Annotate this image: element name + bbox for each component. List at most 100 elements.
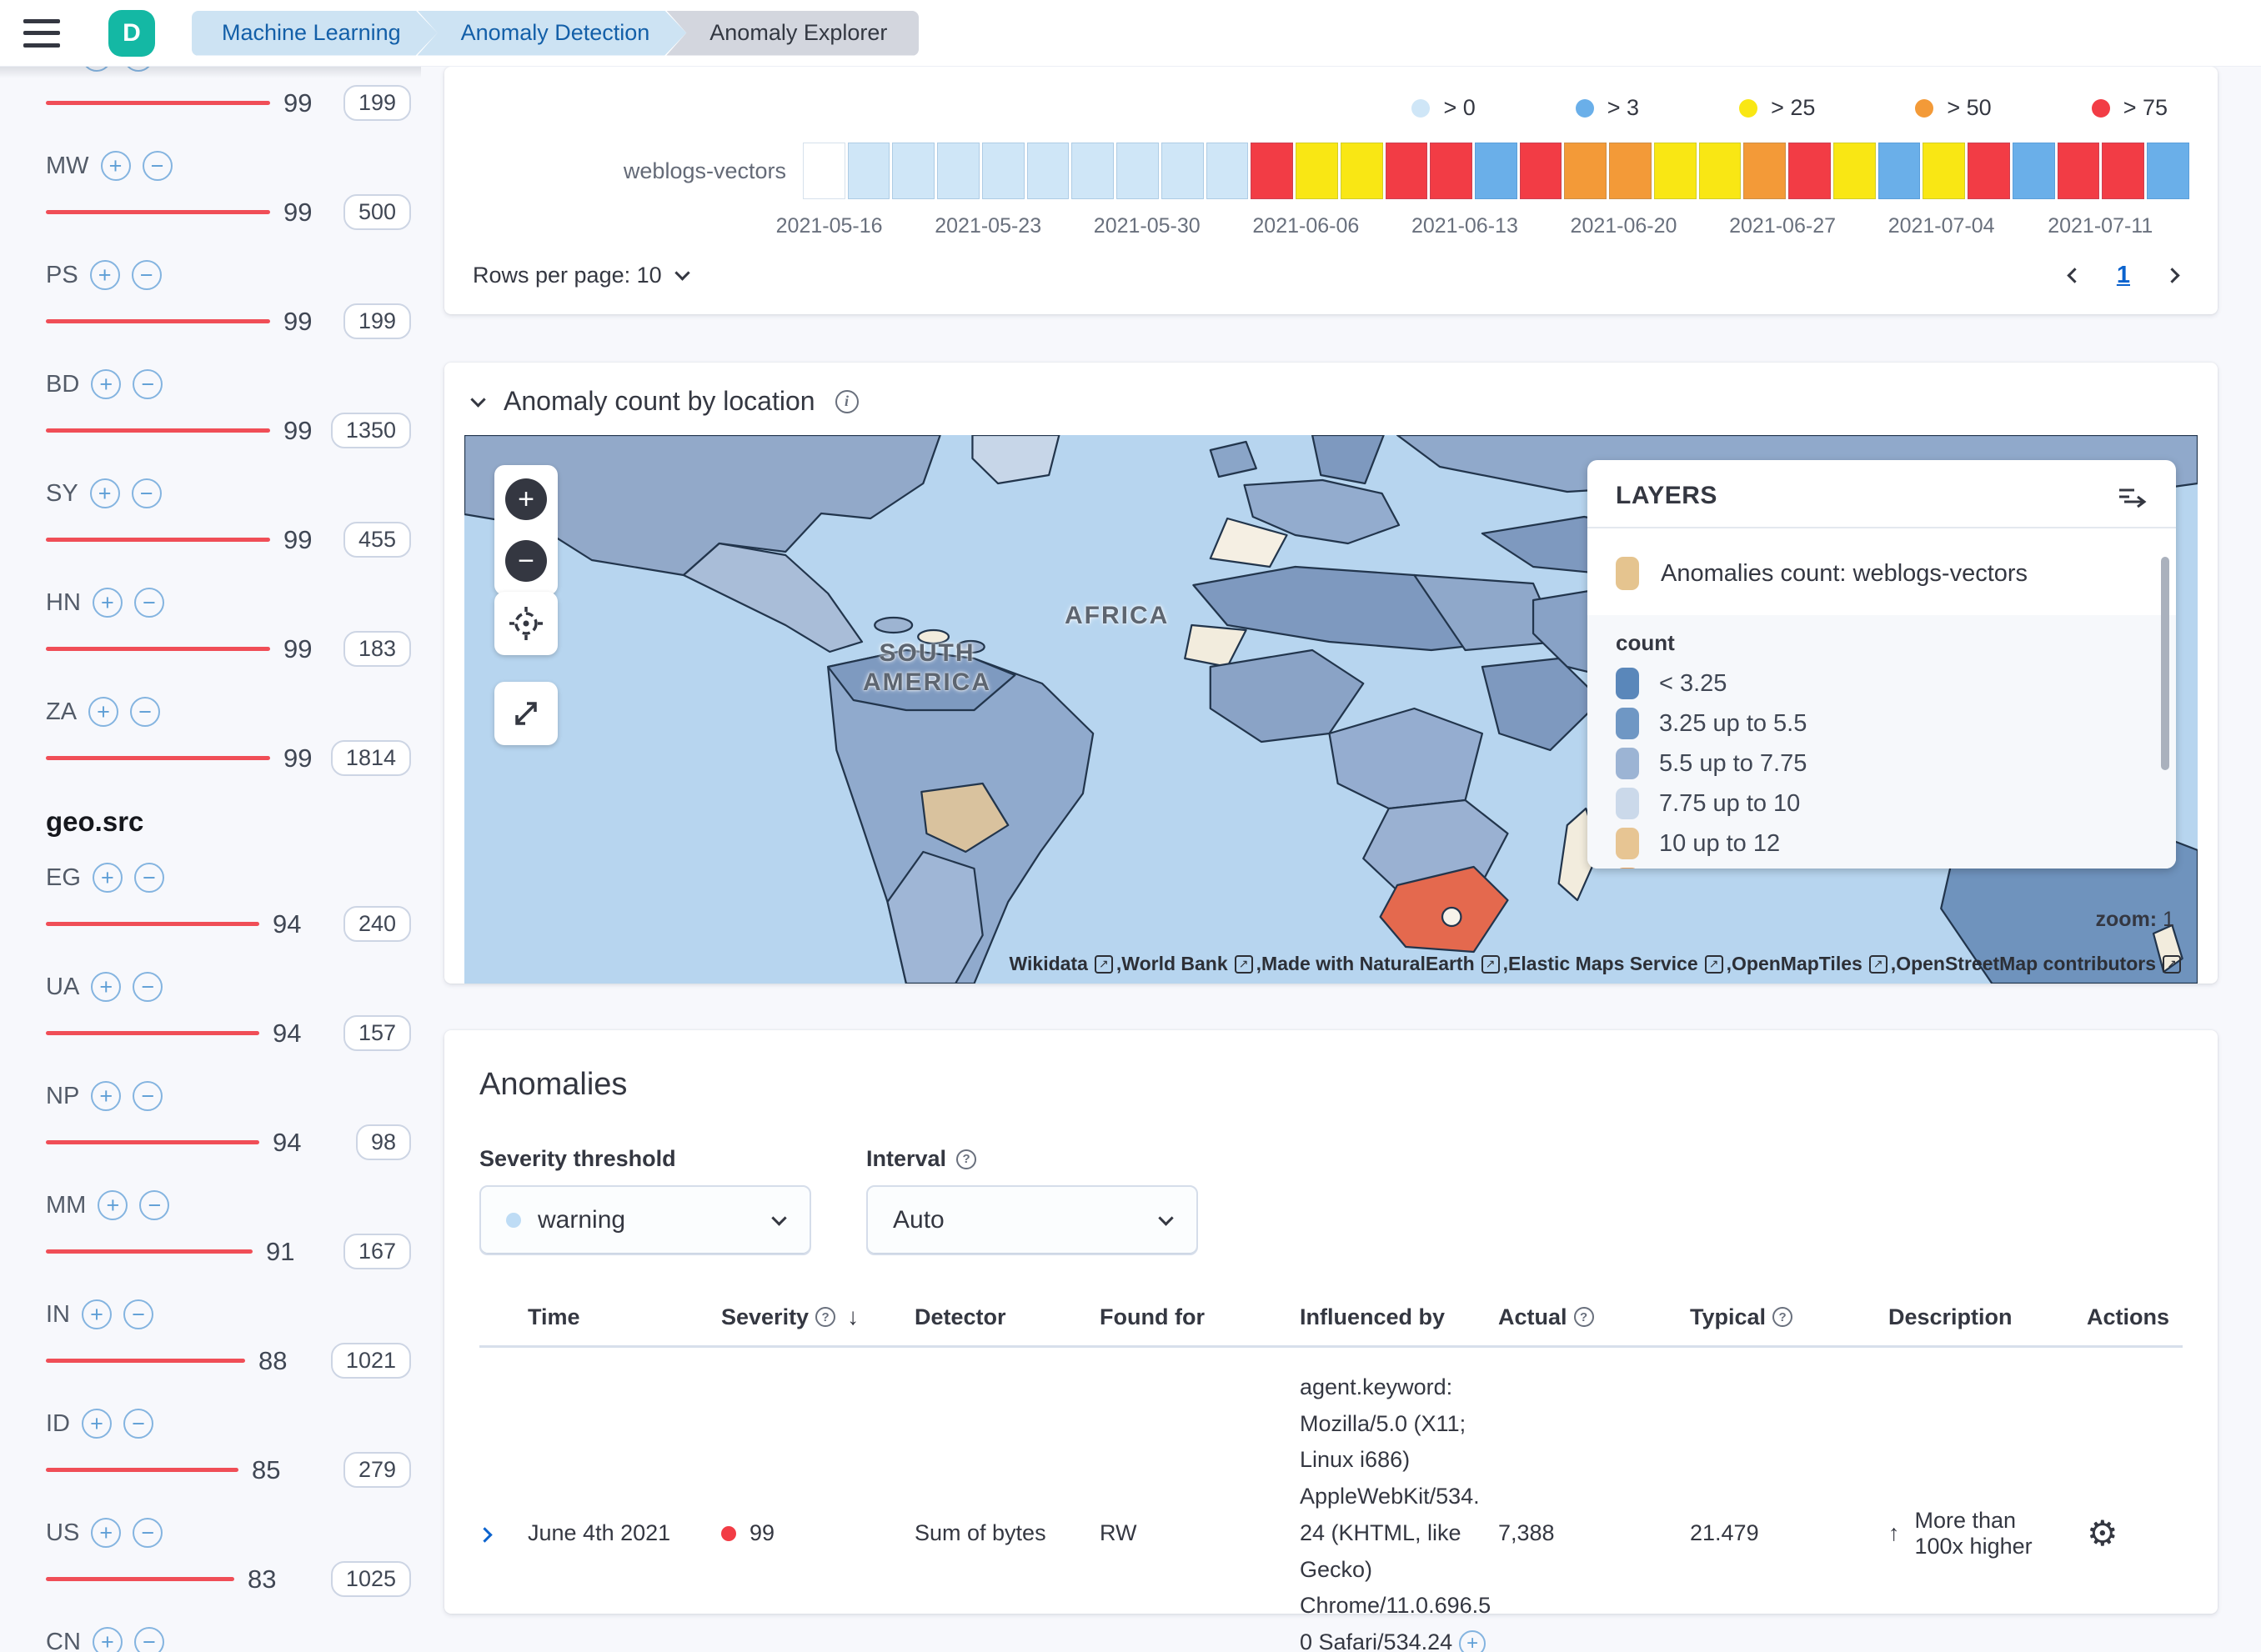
attribution-link[interactable]: Wikidata — [1010, 953, 1088, 975]
severity-threshold-select[interactable]: warning — [479, 1185, 811, 1255]
anomaly-swimlane[interactable] — [803, 143, 2189, 199]
column-header-actual[interactable]: Actual? — [1498, 1304, 1690, 1330]
help-icon[interactable]: ? — [1772, 1307, 1792, 1327]
column-header-actions[interactable]: Actions — [2087, 1304, 2183, 1330]
swimlane-cell[interactable] — [1923, 143, 1965, 199]
column-header-typical[interactable]: Typical? — [1690, 1304, 1888, 1330]
swimlane-cell[interactable] — [2147, 143, 2189, 199]
remove-filter-button[interactable]: − — [123, 67, 153, 72]
attribution-link[interactable]: Made with NaturalEarth — [1261, 953, 1475, 975]
swimlane-cell[interactable] — [2013, 143, 2055, 199]
swimlane-cell[interactable] — [892, 143, 935, 199]
column-header-found-for[interactable]: Found for — [1100, 1304, 1300, 1330]
column-header-severity[interactable]: Severity?↓ — [721, 1304, 915, 1330]
add-filter-button[interactable]: + — [98, 1190, 128, 1220]
hamburger-menu-icon[interactable] — [23, 19, 60, 48]
swimlane-cell[interactable] — [1520, 143, 1562, 199]
swimlane-cell[interactable] — [1027, 143, 1070, 199]
add-filter-button[interactable]: + — [91, 369, 121, 399]
help-icon[interactable]: ? — [1574, 1307, 1594, 1327]
remove-filter-button[interactable]: − — [123, 1409, 153, 1439]
remove-filter-button[interactable]: − — [132, 478, 162, 508]
add-filter-button[interactable]: + — [88, 697, 118, 727]
attribution-link[interactable]: OpenMapTiles — [1732, 953, 1862, 975]
breadcrumb-item[interactable]: Anomaly Detection — [418, 11, 687, 56]
remove-filter-button[interactable]: − — [133, 972, 163, 1002]
swimlane-cell[interactable] — [1609, 143, 1652, 199]
column-header-time[interactable]: Time — [528, 1304, 721, 1330]
column-header-description[interactable]: Description — [1888, 1304, 2087, 1330]
swimlane-cell[interactable] — [1386, 143, 1428, 199]
anomaly-influencers-sidebar[interactable]: NI+−99199MW+−99500PS+−99199BD+−991350SY+… — [0, 67, 421, 1652]
external-link-icon[interactable]: ↗ — [1481, 955, 1500, 974]
swimlane-cell[interactable] — [1699, 143, 1742, 199]
remove-filter-button[interactable]: − — [139, 1190, 169, 1220]
external-link-icon[interactable]: ↗ — [1705, 955, 1723, 974]
breadcrumb-item[interactable]: Machine Learning — [192, 11, 438, 56]
add-filter-button[interactable]: + — [82, 1299, 112, 1329]
layers-panel-scrollbar[interactable] — [2161, 557, 2169, 770]
remove-filter-button[interactable]: − — [123, 1299, 153, 1329]
pagination-prev-button[interactable] — [2069, 270, 2080, 281]
add-filter-button[interactable]: + — [93, 863, 123, 893]
pagination-next-button[interactable] — [2167, 270, 2178, 281]
add-filter-button[interactable]: + — [90, 260, 120, 290]
add-filter-button[interactable]: + — [93, 588, 123, 618]
collapse-section-chevron-icon[interactable] — [470, 392, 485, 407]
add-filter-button[interactable]: + — [82, 1409, 112, 1439]
swimlane-cell[interactable] — [1341, 143, 1383, 199]
column-header-detector[interactable]: Detector — [915, 1304, 1100, 1330]
help-icon[interactable]: ? — [815, 1307, 835, 1327]
swimlane-cell[interactable] — [1071, 143, 1114, 199]
remove-filter-button[interactable]: − — [133, 1518, 163, 1548]
swimlane-cell[interactable] — [1878, 143, 1921, 199]
attribution-link[interactable]: World Bank — [1121, 953, 1227, 975]
remove-filter-button[interactable]: − — [133, 369, 163, 399]
add-filter-button[interactable]: + — [101, 151, 131, 181]
swimlane-cell[interactable] — [1833, 143, 1876, 199]
remove-filter-button[interactable]: − — [130, 697, 160, 727]
remove-filter-button[interactable]: − — [134, 1627, 164, 1652]
external-link-icon[interactable]: ↗ — [2163, 955, 2181, 974]
swimlane-cell[interactable] — [1968, 143, 2010, 199]
swimlane-cell[interactable] — [1116, 143, 1159, 199]
collapse-panel-icon[interactable] — [2118, 483, 2148, 508]
rows-per-page-dropdown[interactable]: Rows per page: 10 — [473, 263, 688, 288]
remove-filter-button[interactable]: − — [133, 1081, 163, 1111]
swimlane-cell[interactable] — [1296, 143, 1338, 199]
expand-row-button[interactable] — [479, 1520, 528, 1546]
swimlane-cell[interactable] — [937, 143, 980, 199]
swimlane-cell[interactable] — [1475, 143, 1517, 199]
attribution-link[interactable]: OpenStreetMap contributors — [1896, 953, 2156, 975]
breadcrumb-item[interactable]: Anomaly Explorer — [666, 11, 919, 56]
choropleth-map[interactable]: SOUTH AMERICA AFRICA + − — [464, 435, 2198, 984]
help-icon[interactable]: ? — [956, 1149, 976, 1169]
remove-filter-button[interactable]: − — [132, 260, 162, 290]
zoom-out-button[interactable]: − — [505, 540, 547, 582]
swimlane-cell[interactable] — [2058, 143, 2100, 199]
user-avatar[interactable]: D — [108, 10, 155, 57]
add-filter-button[interactable]: + — [82, 67, 112, 72]
swimlane-cell[interactable] — [1206, 143, 1249, 199]
swimlane-cell[interactable] — [1430, 143, 1472, 199]
gear-icon[interactable]: ⚙ — [2087, 1514, 2118, 1553]
swimlane-cell[interactable] — [1743, 143, 1786, 199]
swimlane-cell[interactable] — [1251, 143, 1293, 199]
zoom-in-button[interactable]: + — [505, 478, 547, 520]
swimlane-cell[interactable] — [803, 143, 845, 199]
set-view-button[interactable] — [494, 592, 558, 655]
add-filter-button[interactable]: + — [1459, 1630, 1486, 1652]
external-link-icon[interactable]: ↗ — [1095, 955, 1113, 974]
add-filter-button[interactable]: + — [91, 1081, 121, 1111]
sort-descending-icon[interactable]: ↓ — [847, 1304, 859, 1330]
add-filter-button[interactable]: + — [91, 972, 121, 1002]
pagination-page-1[interactable]: 1 — [2117, 262, 2130, 289]
interval-select[interactable]: Auto — [866, 1185, 1198, 1255]
remove-filter-button[interactable]: − — [134, 863, 164, 893]
swimlane-cell[interactable] — [848, 143, 890, 199]
add-filter-button[interactable]: + — [90, 478, 120, 508]
external-link-icon[interactable]: ↗ — [1235, 955, 1253, 974]
swimlane-cell[interactable] — [2102, 143, 2144, 199]
add-filter-button[interactable]: + — [93, 1627, 123, 1652]
swimlane-cell[interactable] — [1564, 143, 1607, 199]
